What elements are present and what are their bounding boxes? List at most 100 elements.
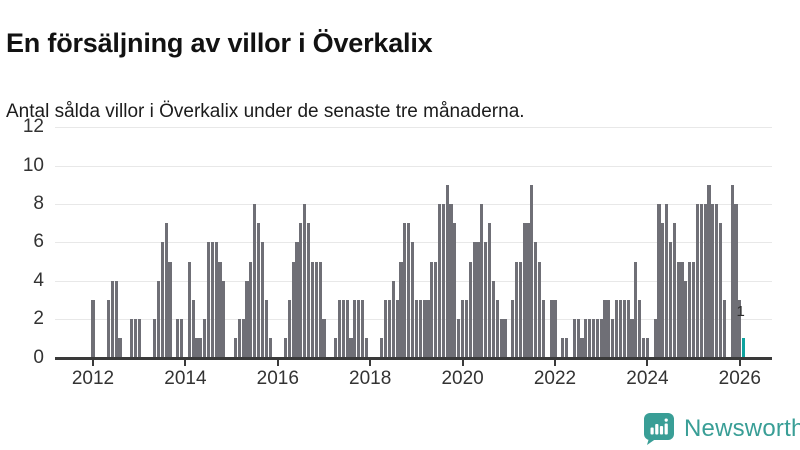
- bar: [357, 299, 361, 358]
- bar: [295, 242, 299, 358]
- bar: [410, 242, 415, 358]
- bar: [499, 319, 503, 358]
- bar: [233, 338, 238, 358]
- bar: [572, 319, 576, 358]
- bar: [580, 338, 584, 358]
- x-axis-label: 2012: [71, 368, 115, 389]
- bar-value-label: 1: [736, 303, 745, 320]
- bar: [168, 261, 172, 358]
- page-subtitle: Antal sålda villor i Överkalix under de …: [6, 101, 525, 122]
- bar: [634, 261, 638, 358]
- bar: [283, 338, 288, 358]
- gridline: [55, 165, 772, 167]
- bar: [322, 319, 326, 358]
- bar: [318, 261, 322, 358]
- bar: [407, 223, 411, 358]
- bar: [588, 319, 592, 358]
- page-title: En försäljning av villor i Överkalix: [6, 28, 433, 59]
- bar: [561, 338, 565, 358]
- bar: [514, 261, 519, 358]
- bar: [299, 223, 303, 358]
- y-axis-tick-label: 8: [33, 193, 44, 215]
- x-axis-tick: [461, 359, 464, 366]
- bar: [603, 299, 607, 358]
- bar: [564, 338, 569, 358]
- bar: [249, 261, 253, 358]
- bar: [353, 299, 357, 358]
- bar: [738, 299, 742, 358]
- y-axis-tick-label: 0: [33, 346, 44, 368]
- bar: [364, 338, 368, 358]
- bar: [615, 299, 619, 358]
- bar: [264, 299, 268, 358]
- x-axis-tick: [738, 359, 741, 366]
- bar: [692, 261, 696, 358]
- bar: [626, 299, 630, 358]
- bar: [291, 261, 295, 358]
- bar: [237, 319, 241, 358]
- bar: [437, 204, 442, 358]
- bar: [611, 319, 615, 358]
- bar: [387, 299, 392, 358]
- x-axis-tick: [184, 359, 187, 366]
- y-axis-tick-label: 6: [33, 231, 44, 253]
- y-axis-tick-label: 4: [33, 269, 44, 291]
- bar: [707, 184, 711, 358]
- bar: [526, 223, 530, 358]
- gridline: [55, 127, 772, 129]
- bar: [676, 261, 680, 358]
- bar: [441, 204, 445, 358]
- bar: [495, 299, 499, 358]
- bar: [541, 299, 546, 358]
- bar: [210, 242, 214, 358]
- x-axis-label: 2020: [441, 368, 484, 389]
- bar: [360, 299, 365, 358]
- x-axis-label: 2014: [164, 368, 207, 389]
- bar: [511, 299, 515, 358]
- bar: [503, 319, 507, 358]
- bar: [653, 319, 657, 358]
- bar: [641, 338, 646, 358]
- bar: [345, 299, 349, 358]
- bar: [703, 204, 707, 358]
- bar: [711, 204, 715, 358]
- bar: [222, 280, 226, 358]
- bar: [453, 223, 457, 358]
- bar: [487, 223, 492, 358]
- bar: [591, 319, 596, 358]
- bar: [734, 204, 738, 358]
- x-axis-tick: [92, 359, 94, 366]
- bar: [137, 319, 141, 358]
- bar: [434, 261, 438, 358]
- bar: [187, 261, 191, 358]
- bar: [426, 299, 430, 358]
- bar: [287, 299, 291, 358]
- bar: [245, 280, 249, 358]
- bar: [403, 223, 407, 358]
- bar: [461, 299, 465, 358]
- bar: [341, 299, 345, 358]
- bar: [314, 261, 318, 358]
- bar: [153, 319, 157, 358]
- bar: [337, 299, 341, 358]
- x-axis-tick: [276, 359, 279, 366]
- bar: [414, 299, 418, 358]
- bar: [349, 338, 353, 358]
- bar: [241, 319, 245, 358]
- x-axis-label: 2024: [626, 368, 669, 389]
- bar: [630, 319, 634, 358]
- x-axis-tick: [369, 359, 372, 366]
- bar: [445, 184, 449, 358]
- bar: [110, 280, 114, 358]
- bar: [106, 299, 110, 358]
- gridline: [55, 204, 772, 206]
- bar: [422, 299, 426, 358]
- y-axis-tick-label: 10: [22, 154, 44, 176]
- bar: [380, 338, 384, 358]
- bar: [584, 319, 588, 358]
- bar: [484, 242, 488, 358]
- bar: [618, 299, 623, 358]
- bar: [672, 223, 676, 358]
- bar: [399, 261, 403, 358]
- bar: [518, 261, 522, 358]
